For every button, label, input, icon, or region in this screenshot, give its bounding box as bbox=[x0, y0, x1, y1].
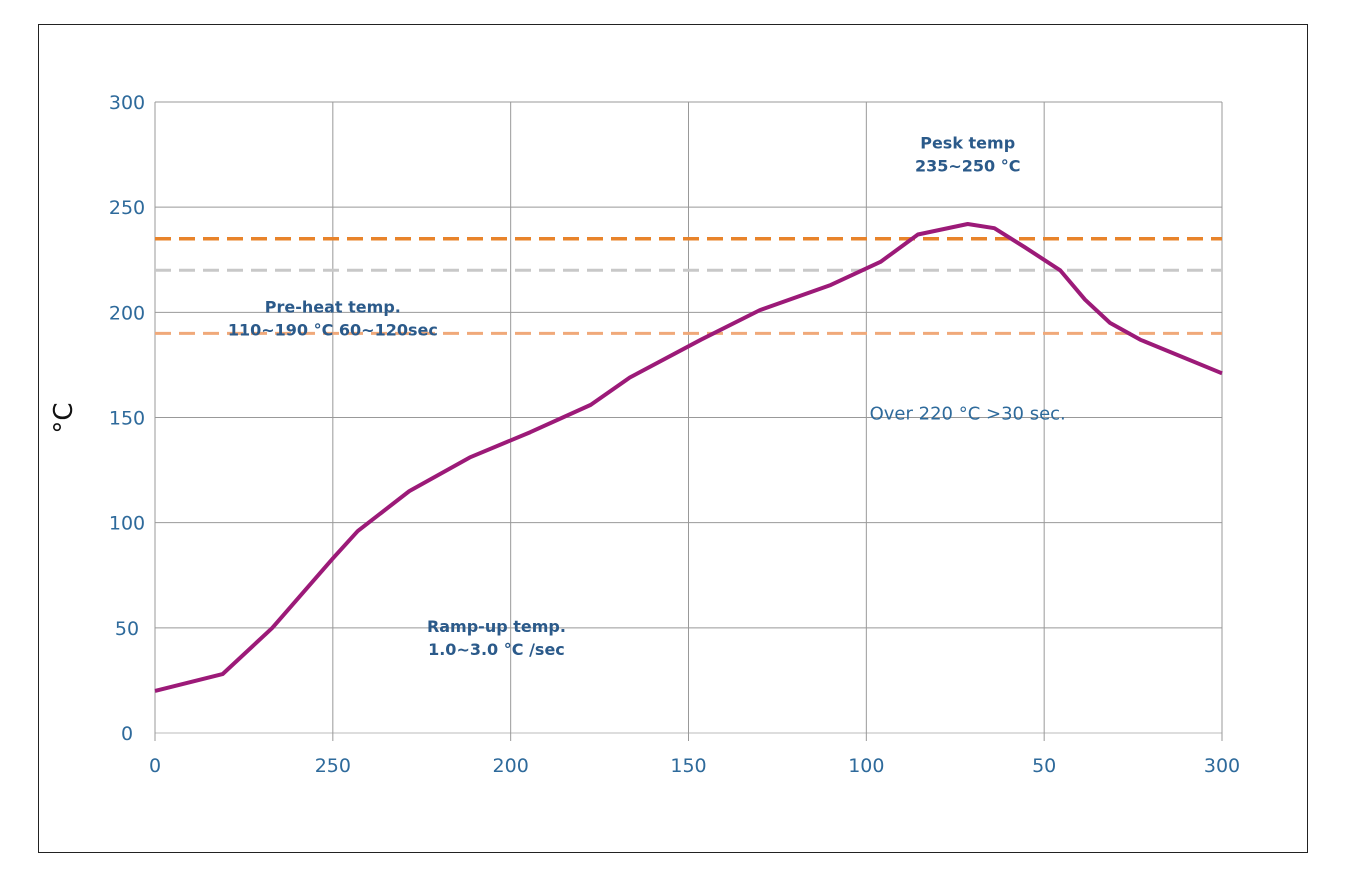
annotation-text: Ramp-up temp. bbox=[427, 617, 566, 636]
y-tick-label: 150 bbox=[109, 408, 145, 430]
y-tick-label: 200 bbox=[109, 302, 145, 324]
y-tick-label: 100 bbox=[109, 513, 145, 535]
y-tick-label: 50 bbox=[115, 618, 139, 640]
x-tick-label: 50 bbox=[1032, 755, 1056, 777]
x-tick-label: 100 bbox=[848, 755, 884, 777]
x-tick-label: 250 bbox=[315, 755, 351, 777]
x-tick-label: 150 bbox=[670, 755, 706, 777]
annotation-text: Over 220 °C >30 sec. bbox=[870, 404, 1066, 425]
y-axis-label: °C bbox=[49, 402, 79, 433]
annotation-text: Pre-heat temp. bbox=[265, 297, 401, 316]
chart-frame bbox=[38, 24, 1308, 853]
annotation-text: 235~250 °C bbox=[915, 156, 1021, 175]
annotation-text: Pesk temp bbox=[920, 133, 1015, 152]
x-tick-label: 300 bbox=[1204, 755, 1240, 777]
y-tick-label: 0 bbox=[121, 723, 133, 745]
annotation-text: 110~190 °C 60~120sec bbox=[228, 320, 438, 339]
y-tick-label: 250 bbox=[109, 197, 145, 219]
annotation-text: 1.0~3.0 °C /sec bbox=[428, 640, 565, 659]
x-tick-label: 200 bbox=[493, 755, 529, 777]
x-tick-label: 0 bbox=[149, 755, 161, 777]
temperature-curve bbox=[154, 221, 1223, 693]
y-tick-label: 300 bbox=[109, 92, 145, 114]
